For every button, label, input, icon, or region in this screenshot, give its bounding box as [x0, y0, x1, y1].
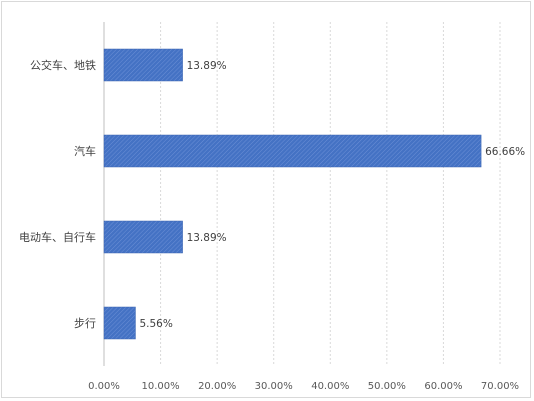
- x-tick-label: 10.00%: [142, 381, 180, 392]
- x-tick-label: 30.00%: [255, 381, 293, 392]
- bars: [103, 48, 482, 340]
- bar: [103, 306, 136, 340]
- x-tick-label: 60.00%: [424, 381, 462, 392]
- gridlines: [160, 22, 501, 366]
- data-label: 5.56%: [139, 318, 172, 330]
- bar: [103, 134, 482, 168]
- data-label: 66.66%: [485, 146, 525, 158]
- data-label: 13.89%: [187, 60, 227, 72]
- x-tick-label: 20.00%: [198, 381, 236, 392]
- data-label: 13.89%: [187, 232, 227, 244]
- bar: [103, 220, 183, 254]
- category-label: 公交车、地铁: [30, 58, 96, 72]
- category-label: 电动车、自行车: [19, 230, 96, 244]
- category-label: 步行: [74, 317, 96, 330]
- x-tick-label: 70.00%: [481, 381, 519, 392]
- bar: [103, 48, 183, 82]
- labels: 0.00% 10.00% 20.00% 30.00% 40.00% 50.00% 60.00…: [19, 58, 525, 392]
- x-tick-label: 40.00%: [311, 381, 349, 392]
- category-label: 汽车: [74, 144, 96, 158]
- x-tick-label: 0.00%: [88, 381, 120, 392]
- x-tick-label: 50.00%: [368, 381, 406, 392]
